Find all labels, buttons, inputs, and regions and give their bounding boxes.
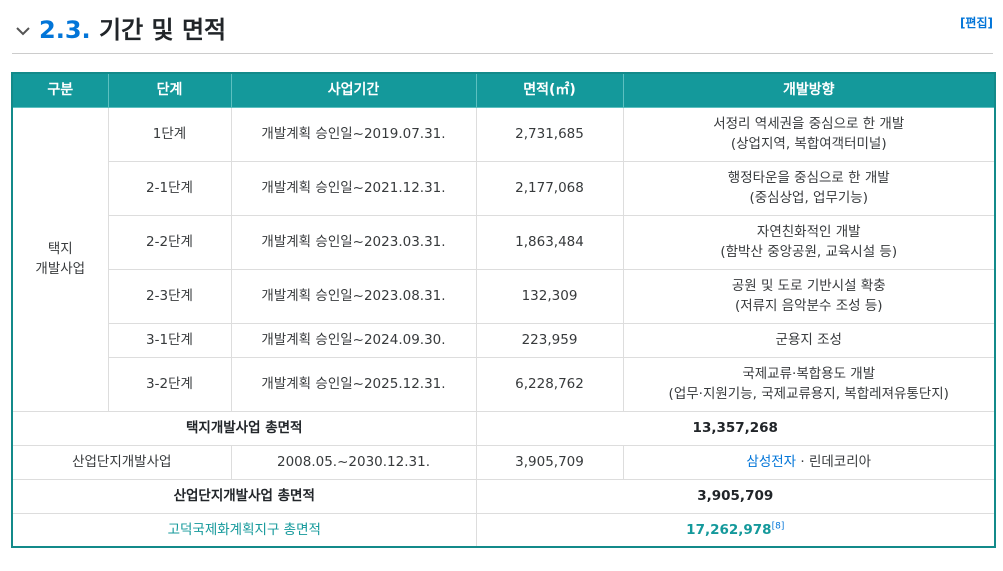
stage-cell: 1단계: [107, 106, 232, 162]
area-cell: 2,731,685: [475, 106, 624, 162]
stage-cell: 2-3단계: [107, 268, 232, 324]
direction-cell: 국제교류·복합용도 개발 (업무·지원기능, 국제교류용지, 복합레져유통단지): [622, 356, 996, 412]
header-area: 면적(㎡): [475, 72, 624, 108]
area-cell: 6,228,762: [475, 356, 624, 412]
grand-total-row: 고덕국제화계획지구 총면적 17,262,978[8]: [11, 512, 996, 548]
header-category: 구분: [11, 72, 109, 108]
section-number[interactable]: 2.3.: [39, 16, 91, 44]
grand-total-cell: 17,262,978[8]: [475, 512, 996, 548]
industrial-row: 산업단지개발사업 2008.05.~2030.12.31. 3,905,709 …: [11, 444, 996, 480]
samsung-link[interactable]: 삼성전자: [746, 454, 797, 470]
direction-cell: 군용지 조성: [622, 322, 996, 358]
section-title: 2.3. 기간 및 면적: [39, 14, 226, 46]
table-row: 2-2단계 개발계획 승인일~2023.03.31. 1,863,484 자연친…: [12, 214, 996, 270]
period-cell: 개발계획 승인일~2023.08.31.: [230, 268, 477, 324]
table-row: 3-1단계 개발계획 승인일~2024.09.30. 223,959 군용지 조…: [12, 322, 996, 358]
table-row: 택지 개발사업 1단계 개발계획 승인일~2019.07.31. 2,731,6…: [11, 106, 996, 412]
industrial-area: 3,905,709: [475, 444, 624, 480]
direction-cell: 공원 및 도로 기반시설 확충 (저류지 음악분수 조성 등): [622, 268, 996, 324]
industrial-total-row: 산업단지개발사업 총면적 3,905,709: [11, 478, 996, 514]
industrial-period: 2008.05.~2030.12.31.: [230, 444, 477, 480]
stage-cell: 3-2단계: [107, 356, 232, 412]
linde-text: 린데코리아: [808, 454, 872, 470]
area-cell: 1,863,484: [475, 214, 624, 270]
industrial-label: 산업단지개발사업: [11, 444, 232, 480]
industrial-total-value: 3,905,709: [475, 478, 996, 514]
stage-cell: 3-1단계: [107, 322, 232, 358]
area-cell: 132,309: [475, 268, 624, 324]
period-cell: 개발계획 승인일~2024.09.30.: [230, 322, 477, 358]
housing-total-row: 택지개발사업 총면적 13,357,268: [11, 410, 996, 446]
stage-cell: 2-1단계: [107, 160, 232, 216]
direction-cell: 서정리 역세권을 중심으로 한 개발 (상업지역, 복합여객터미널): [622, 106, 996, 162]
housing-total-label: 택지개발사업 총면적: [11, 410, 477, 446]
industrial-companies: 삼성전자 · 린데코리아: [622, 444, 996, 480]
chevron-down-icon[interactable]: [15, 23, 31, 39]
area-cell: 223,959: [475, 322, 624, 358]
direction-cell: 행정타운을 중심으로 한 개발 (중심상업, 업무기능): [622, 160, 996, 216]
period-area-table: 구분 단계 사업기간 면적(㎡) 개발방향 택지 개발사업 1단계 개발계획 승…: [11, 72, 996, 548]
period-cell: 개발계획 승인일~2023.03.31.: [230, 214, 477, 270]
table-row: 2-1단계 개발계획 승인일~2021.12.31. 2,177,068 행정타…: [12, 160, 996, 216]
industrial-total-label: 산업단지개발사업 총면적: [11, 478, 477, 514]
direction-cell: 자연친화적인 개발 (함박산 중앙공원, 교육시설 등): [622, 214, 996, 270]
stage-cell: 2-2단계: [107, 214, 232, 270]
table-row: 3-2단계 개발계획 승인일~2025.12.31. 6,228,762 국제교…: [12, 356, 996, 412]
header-direction: 개발방향: [622, 72, 996, 108]
grand-total-label: 고덕국제화계획지구 총면적: [11, 512, 477, 548]
housing-total-value: 13,357,268: [475, 410, 996, 446]
footnote-ref[interactable]: [8]: [771, 521, 785, 532]
group-label-cell: 택지 개발사업: [11, 106, 109, 412]
period-cell: 개발계획 승인일~2025.12.31.: [230, 356, 477, 412]
section-heading: 2.3. 기간 및 면적 [편집]: [12, 8, 993, 54]
section-title-text: 기간 및 면적: [99, 16, 227, 44]
header-period: 사업기간: [230, 72, 477, 108]
header-stage: 단계: [107, 72, 232, 108]
grand-total-value: 17,262,978: [686, 521, 772, 538]
period-cell: 개발계획 승인일~2019.07.31.: [230, 106, 477, 162]
area-cell: 2,177,068: [475, 160, 624, 216]
table-row: 2-3단계 개발계획 승인일~2023.08.31. 132,309 공원 및 …: [12, 268, 996, 324]
edit-link[interactable]: [편집]: [959, 16, 993, 30]
table-header-row: 구분 단계 사업기간 면적(㎡) 개발방향: [11, 72, 996, 108]
period-cell: 개발계획 승인일~2021.12.31.: [230, 160, 477, 216]
